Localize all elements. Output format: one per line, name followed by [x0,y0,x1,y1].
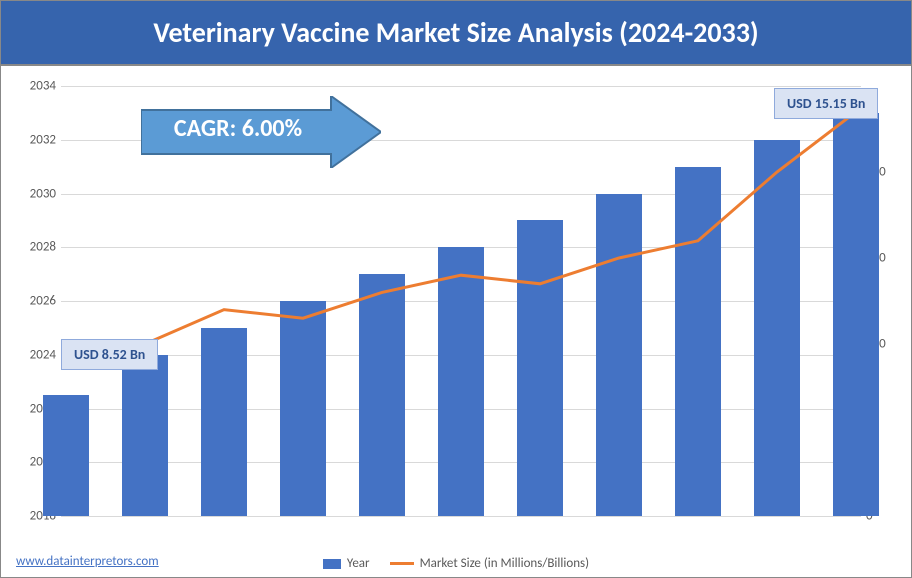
start-value-callout: USD 8.52 Bn [61,339,158,370]
end-value-callout: USD 15.15 Bn [774,88,878,119]
y-axis-left-tick: 2028 [16,240,56,255]
legend-label: Year [347,556,370,571]
y-axis-left-tick: 2024 [16,347,56,362]
legend-label: Market Size (in Millions/Billions) [420,556,590,571]
y-axis-left-tick: 2034 [16,79,56,94]
legend-swatch-line [390,562,414,565]
cagr-arrow [141,96,381,168]
source-link[interactable]: www.datainterpretors.com [16,554,159,569]
y-axis-left-tick: 2032 [16,132,56,147]
legend-item-market-size: Market Size (in Millions/Billions) [390,556,590,571]
y-axis-left-tick: 2026 [16,294,56,309]
legend-item-year: Year [323,556,370,571]
chart-title: Veterinary Vaccine Market Size Analysis … [1,1,911,66]
legend-swatch-bar [323,559,341,569]
gridline [61,516,861,517]
y-axis-left-tick: 2030 [16,186,56,201]
